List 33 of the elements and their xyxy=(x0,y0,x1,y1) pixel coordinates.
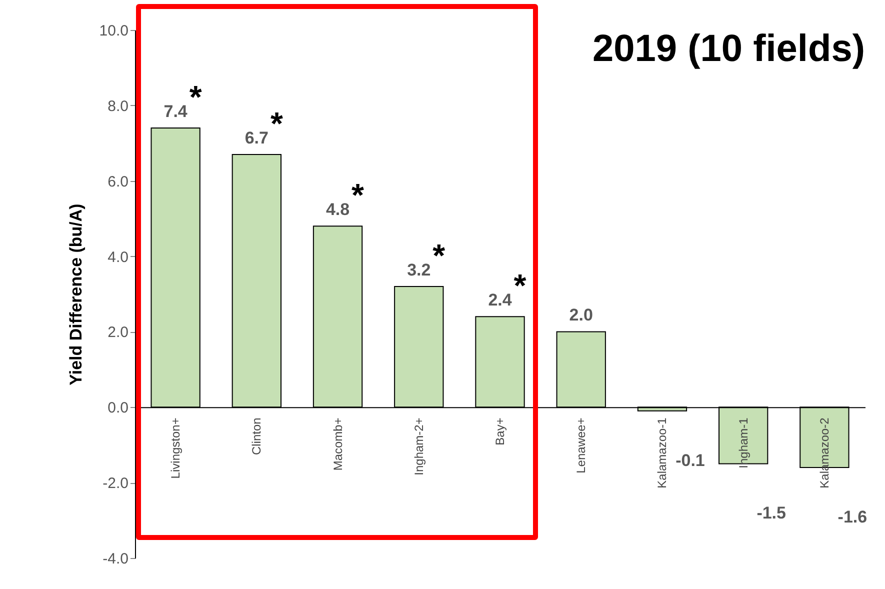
y-tick-label: -2.0 xyxy=(102,475,128,492)
annotation: * xyxy=(352,177,365,214)
y-tick-label: 2.0 xyxy=(108,324,128,342)
annotation: * xyxy=(514,268,527,304)
x-tick-label: Ingham-1 xyxy=(736,417,750,468)
data-label: 6.7 xyxy=(244,128,268,148)
y-axis-title: Yield Difference (bu/A) xyxy=(66,204,86,386)
y-tick-label: 8.0 xyxy=(108,98,128,115)
data-label: -0.1 xyxy=(676,450,705,470)
annotation: * xyxy=(432,237,446,274)
data-label: -1.5 xyxy=(756,504,786,523)
chart-title: 2019 (10 fields) xyxy=(592,28,865,70)
y-tick-label: 4.0 xyxy=(108,248,128,266)
y-tick-label: 0.0 xyxy=(108,400,128,417)
annotation: * xyxy=(189,79,202,116)
data-label: -1.6 xyxy=(838,507,868,526)
x-tick-label: Macomb+ xyxy=(330,418,345,471)
y-tick-label: -4.0 xyxy=(102,550,128,568)
data-label: 4.8 xyxy=(326,200,350,220)
data-label: 3.2 xyxy=(407,260,431,280)
annotation: * xyxy=(270,105,284,142)
data-label: 2.0 xyxy=(569,306,593,325)
x-tick-label: Lenawee+ xyxy=(574,418,588,474)
x-tick-label: Clinton xyxy=(250,418,264,455)
y-tick-label: 10.0 xyxy=(99,22,128,40)
x-tick-label: Kalamazoo-1 xyxy=(655,417,670,488)
data-label: 7.4 xyxy=(164,102,188,122)
x-tick-label: Ingham-2+ xyxy=(412,418,426,476)
data-label: 2.4 xyxy=(488,290,512,310)
x-tick-label: Livingston+ xyxy=(168,418,183,479)
x-tick-label: Bay+ xyxy=(493,418,507,446)
y-tick-label: 6.0 xyxy=(108,173,128,190)
x-tick-label: Kalamazoo-2 xyxy=(817,417,832,488)
